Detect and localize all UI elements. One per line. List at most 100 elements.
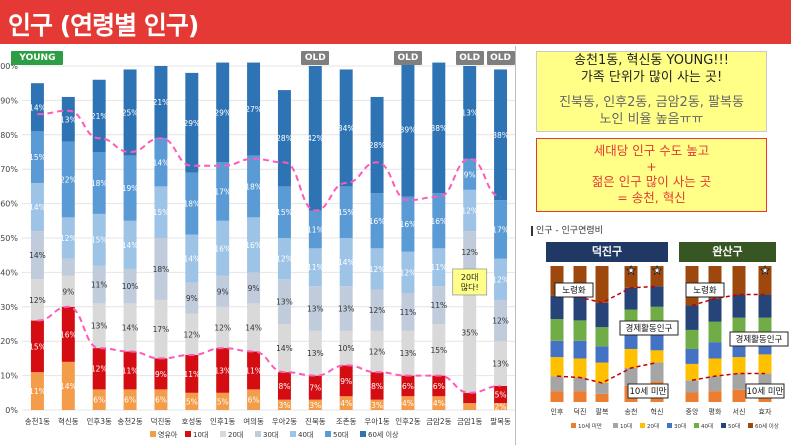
data-label: 42% xyxy=(307,134,324,143)
data-label: 17% xyxy=(153,325,170,334)
data-label: 39% xyxy=(400,126,417,135)
under10-annotation-box xyxy=(627,383,669,399)
bar-segment xyxy=(308,66,322,211)
y-tick-label: 50% xyxy=(0,234,18,243)
data-label: 21% xyxy=(153,98,170,107)
data-label: 15% xyxy=(430,346,447,355)
trend-line-elderly xyxy=(37,109,501,212)
legend-label: 20대 xyxy=(228,431,243,439)
data-label: 10% xyxy=(122,282,139,291)
mini-bar-segment xyxy=(595,327,609,347)
bar-segment xyxy=(61,141,75,218)
mini-x-label: 혁신 xyxy=(651,407,664,416)
data-label: 27% xyxy=(245,105,262,114)
working-annotation-box xyxy=(729,331,789,347)
data-label: 13% xyxy=(307,305,324,314)
data-label: 5% xyxy=(217,397,229,406)
bar-segment xyxy=(123,220,137,269)
data-label: 11% xyxy=(307,225,324,234)
data-label: 14% xyxy=(245,323,262,332)
mini-bar-segment xyxy=(708,321,722,343)
data-label: 4% xyxy=(433,399,445,408)
data-label: 11% xyxy=(307,263,324,272)
legend-swatch xyxy=(325,431,331,437)
mini-bar-segment xyxy=(573,377,587,392)
data-label: 17% xyxy=(492,225,509,234)
data-label: 22% xyxy=(60,176,77,185)
mini-legend-label: 30대 xyxy=(674,422,686,430)
mini-bar-segment xyxy=(650,350,664,363)
data-label: 16% xyxy=(400,220,417,229)
data-label: 13% xyxy=(492,360,509,369)
mini-bar-segment xyxy=(624,331,638,349)
mini-bar-segment xyxy=(685,392,699,402)
data-label: 12% xyxy=(461,248,478,257)
mini-bar-segment xyxy=(708,358,722,377)
data-label: 16% xyxy=(60,330,77,339)
mini-bar-segment xyxy=(573,391,587,402)
red-callout-line4: = 송천, 혁신 xyxy=(617,189,686,205)
bar-segment xyxy=(401,396,415,410)
mini-x-label: 효자 xyxy=(759,407,772,416)
data-label: 17% xyxy=(214,188,231,197)
bar-segment xyxy=(61,217,75,259)
data-label: 15% xyxy=(29,153,46,162)
star-icon: ★ xyxy=(652,264,662,277)
data-label: 16% xyxy=(245,241,262,250)
bar-segment xyxy=(432,193,446,249)
bar-segment xyxy=(494,299,508,342)
data-label: 38% xyxy=(492,131,509,140)
bar-segment xyxy=(308,375,322,400)
mini-bar-segment xyxy=(624,287,638,310)
bar-segment xyxy=(61,96,75,142)
under10-annotation-box xyxy=(745,383,785,399)
bar-segment xyxy=(61,275,75,307)
mini-bar-segment xyxy=(595,266,609,303)
mini-bar-segment xyxy=(650,286,664,307)
data-label: 2% xyxy=(495,403,507,412)
bar-segment xyxy=(432,324,446,376)
mini-bar-segment xyxy=(650,362,664,382)
data-label: 12% xyxy=(91,365,108,374)
mini-bar-segment xyxy=(758,266,772,295)
y-tick-label: 30% xyxy=(0,303,18,312)
bar-segment xyxy=(92,265,106,304)
bar-segment xyxy=(308,210,322,249)
data-label: 13% xyxy=(307,349,324,358)
mini-bar-segment xyxy=(624,266,638,288)
data-label: 3% xyxy=(371,401,383,410)
mini-bar-segment xyxy=(685,380,699,393)
mini-bar-segment xyxy=(732,294,746,318)
bar-segment xyxy=(370,289,384,331)
x-tick-label: 금암2동 xyxy=(426,416,452,426)
legend-swatch xyxy=(255,431,261,437)
red-callout-line2: + xyxy=(646,158,657,174)
data-label: 11% xyxy=(430,301,447,310)
y-tick-label: 80% xyxy=(0,131,18,140)
data-label: 11% xyxy=(29,387,46,396)
data-label: 14% xyxy=(183,255,200,264)
header-bar: 인구 (연령별 인구) xyxy=(0,0,791,44)
bar-segment xyxy=(432,248,446,287)
y-tick-label: 20% xyxy=(0,337,18,346)
bar-segment xyxy=(339,238,353,287)
mini-legend-label: 50대 xyxy=(728,422,740,430)
data-label: 9% xyxy=(464,170,476,179)
working-annotation-box xyxy=(619,320,679,336)
data-label: 28% xyxy=(276,134,293,143)
data-label: 15% xyxy=(153,208,170,217)
x-tick-label: 진북동 xyxy=(305,416,326,426)
bar-segment xyxy=(154,66,168,139)
bar-segment xyxy=(308,286,322,331)
data-label: 14% xyxy=(29,251,46,260)
mini-legend-swatch xyxy=(748,423,753,428)
callout-line3: 진북동, 인후2동, 금암2동, 팔복동 xyxy=(559,95,744,110)
data-label: 11% xyxy=(245,366,262,375)
bar-segment xyxy=(30,372,44,410)
data-label: 14% xyxy=(276,344,293,353)
mini-bar-segment xyxy=(573,297,587,321)
x-tick-label: 송천1동 xyxy=(25,416,51,426)
mini-bar-segment xyxy=(573,320,587,341)
y-tick-label: 90% xyxy=(0,96,18,105)
x-tick-label: 여의동 xyxy=(243,416,264,426)
